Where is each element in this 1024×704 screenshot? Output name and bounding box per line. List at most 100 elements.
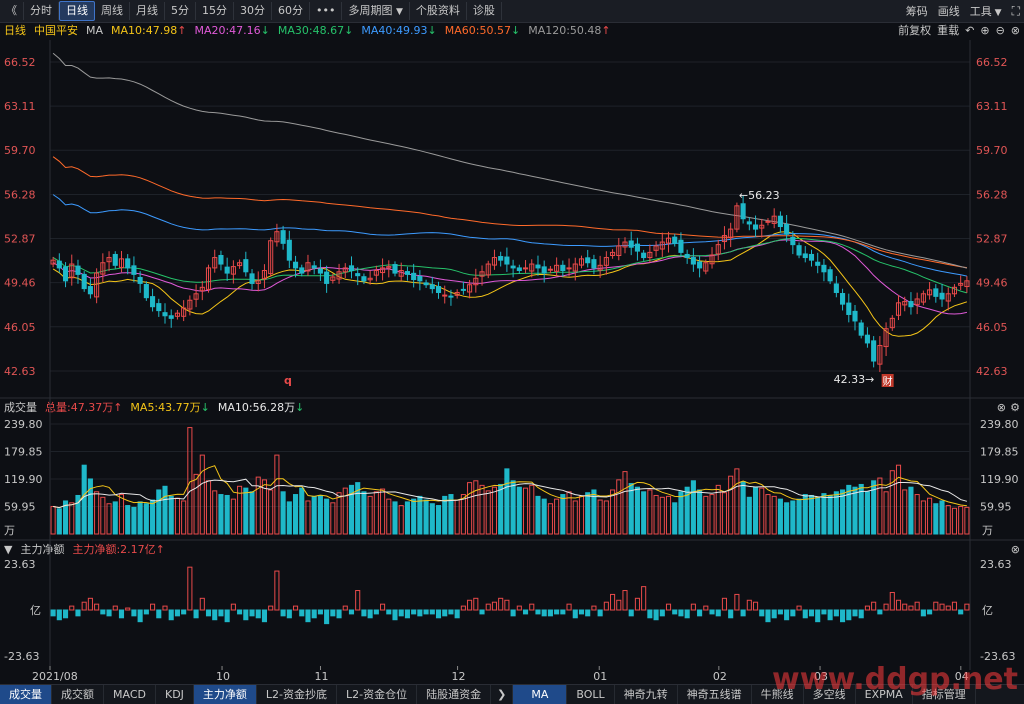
undo-icon[interactable]: ↶: [965, 23, 975, 37]
netflow-bar: [199, 597, 205, 611]
date-label: 11: [314, 670, 328, 683]
volume-bar: [554, 498, 560, 535]
netflow-bar: [473, 597, 479, 611]
reload-button[interactable]: 重载: [937, 24, 960, 37]
volume-bar: [728, 475, 734, 535]
zoom-in-icon[interactable]: ⊕: [980, 23, 990, 37]
back-button[interactable]: 《: [0, 2, 24, 20]
draw-line-button[interactable]: 画线: [937, 5, 960, 18]
candle-body: [311, 265, 317, 269]
stock-chart[interactable]: 66.52 66.52 63.11 63.11 59.70 59.70 56.28 56.28…: [0, 0, 1024, 684]
volume-bar: [864, 491, 870, 535]
volume-bar: [647, 489, 653, 535]
adjust-button[interactable]: 前复权: [898, 24, 932, 37]
candle-body: [852, 310, 858, 322]
volume-bar: [709, 494, 715, 535]
volume-bar: [516, 486, 522, 535]
diagnose-button[interactable]: 诊股: [467, 2, 502, 20]
candle-body: [150, 296, 156, 308]
candle-body: [510, 265, 516, 269]
candle-body: [516, 267, 522, 272]
tab-macd[interactable]: MACD: [104, 685, 156, 704]
volume-bar: [634, 486, 640, 535]
tab-northbound[interactable]: 陆股通资金: [417, 685, 492, 704]
netflow-bar: [871, 601, 877, 611]
volume-label: 成交量: [4, 401, 37, 414]
volume-bar: [324, 498, 330, 535]
netflow-bar: [541, 609, 547, 617]
candle-body: [672, 236, 678, 244]
zoom-out-icon[interactable]: ⊖: [995, 23, 1005, 37]
close-icon[interactable]: ⊗: [1010, 23, 1020, 37]
tab-indicator-manage[interactable]: 指标管理: [913, 685, 976, 704]
tab-monthly[interactable]: 月线: [130, 2, 165, 20]
tabs-scroll-right-icon[interactable]: ❯: [491, 685, 514, 704]
netflow-bar: [448, 609, 454, 615]
ma-label: MA: [86, 23, 104, 37]
volume-close-icon[interactable]: ⊗: [996, 400, 1006, 414]
candle-body: [411, 272, 417, 281]
chips-button[interactable]: 筹码: [905, 5, 928, 18]
netflow-bar: [927, 609, 933, 615]
tools-button[interactable]: 工具 ▼: [970, 3, 1002, 19]
netflow-bar: [672, 609, 678, 615]
netflow-bar: [174, 609, 180, 617]
ma-bar: 日线 中国平安 MA MA10:47.98↑ MA20:47.16↓ MA30:…: [0, 22, 1024, 38]
tab-5min[interactable]: 5分: [165, 2, 196, 20]
volume-gear-icon[interactable]: ⚙: [1010, 400, 1020, 414]
stock-info-button[interactable]: 个股资料: [410, 2, 467, 20]
candle-body: [423, 282, 429, 286]
tab-15min[interactable]: 15分: [196, 2, 234, 20]
volume-bar: [75, 494, 81, 535]
tab-kdj[interactable]: KDJ: [156, 685, 194, 704]
tab-turnover[interactable]: 成交额: [52, 685, 104, 704]
netflow-label-bar: ▼ 主力净额 主力净额:2.17亿↑ ⊗: [0, 541, 1024, 557]
tab-l2-bottom[interactable]: L2-资金抄底: [257, 685, 338, 704]
candle-body: [348, 265, 355, 272]
candle-body: [454, 291, 460, 296]
tab-weekly[interactable]: 周线: [95, 2, 130, 20]
candle-body: [467, 284, 473, 293]
volume-bar: [659, 496, 665, 535]
candle-body: [914, 298, 920, 306]
price-tick-left: 66.52: [4, 56, 36, 69]
volume-bar: [852, 486, 858, 535]
tab-30min[interactable]: 30分: [234, 2, 272, 20]
candle-body: [746, 221, 752, 225]
tab-netflow[interactable]: 主力净额: [193, 685, 257, 704]
volume-ma10: MA10:56.28万↓: [217, 401, 305, 414]
netflow-bar: [498, 597, 504, 611]
tab-magic-five[interactable]: 神奇五线谱: [678, 685, 752, 704]
netflow-bar: [771, 609, 777, 619]
netflow-close-icon[interactable]: ⊗: [1010, 542, 1020, 556]
candle-body: [442, 294, 448, 297]
candle-body: [815, 261, 821, 266]
tab-fenshi[interactable]: 分时: [24, 2, 59, 20]
tab-daily[interactable]: 日线: [59, 1, 95, 21]
tab-60min[interactable]: 60分: [272, 2, 310, 20]
tab-expma[interactable]: EXPMA: [856, 685, 913, 704]
volume-bar: [137, 501, 143, 535]
netflow-bar: [373, 609, 379, 615]
period-menu[interactable]: 多周期图 ▼: [342, 2, 410, 20]
volume-bar: [485, 490, 491, 535]
more-button[interactable]: •••: [310, 2, 343, 20]
tab-long-short[interactable]: 多空线: [804, 685, 856, 704]
netflow-collapse-icon[interactable]: ▼: [4, 542, 13, 556]
fullscreen-icon[interactable]: ⛶: [1011, 3, 1020, 18]
netflow-bar: [653, 609, 659, 621]
volume-bar: [958, 505, 964, 535]
tab-volume[interactable]: 成交量: [0, 685, 52, 704]
netflow-bar: [361, 609, 367, 617]
netflow-bar: [815, 609, 821, 623]
candle-body: [740, 203, 746, 220]
netflow-bar: [883, 603, 889, 611]
netflow-bar: [479, 609, 485, 615]
candle-body: [641, 252, 647, 259]
tab-boll[interactable]: BOLL: [567, 685, 615, 704]
tab-magic-nine[interactable]: 神奇九转: [615, 685, 678, 704]
volume-bar: [342, 487, 348, 535]
tab-ma[interactable]: MA: [513, 685, 568, 704]
tab-l2-position[interactable]: L2-资金仓位: [337, 685, 418, 704]
tab-bull-bear[interactable]: 牛熊线: [752, 685, 804, 704]
